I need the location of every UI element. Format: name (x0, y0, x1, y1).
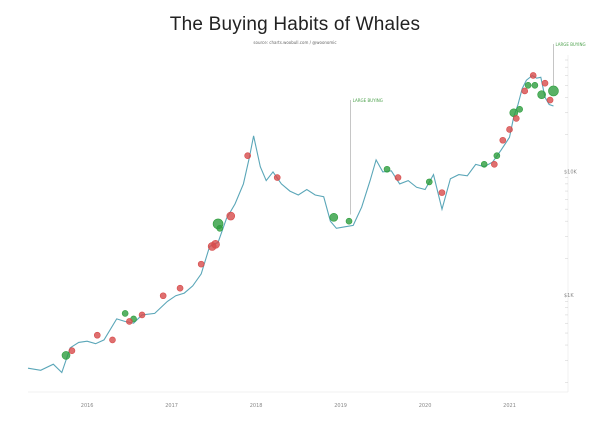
selling-point (226, 211, 236, 221)
selling-point (499, 136, 507, 144)
buying-point (383, 165, 391, 173)
x-axis: 2016 2017 2018 2019 2020 2021 (81, 403, 516, 409)
buying-point (216, 225, 224, 232)
selling-point (176, 284, 184, 292)
price-line (27, 74, 554, 374)
y-tick-label: $10K (564, 169, 578, 175)
selling-point (506, 126, 513, 133)
selling-point (491, 161, 498, 168)
buying-point (531, 81, 539, 89)
x-tick-label: 2019 (334, 403, 347, 409)
buying-point (493, 152, 501, 160)
selling-point (211, 240, 220, 249)
x-tick-label: 2016 (81, 403, 94, 409)
selling-point (529, 72, 537, 79)
selling-point (521, 87, 529, 95)
selling-point (244, 152, 251, 160)
annotations: LARGE BUYING LARGE BUYING (350, 42, 586, 215)
buying-point (121, 310, 129, 317)
x-tick-label: 2020 (419, 403, 432, 409)
selling-point (68, 347, 76, 355)
selling-point (438, 189, 446, 196)
x-tick-label: 2021 (503, 403, 516, 409)
chart-source: source: charts.woobull.com / @woonomic (253, 40, 337, 45)
buying-point (345, 217, 353, 225)
selling-point (394, 174, 402, 181)
selling-point (93, 331, 101, 339)
buying-point (524, 81, 532, 89)
y-tick-label: $1K (564, 293, 574, 299)
selling-point (159, 292, 167, 300)
x-tick-label: 2018 (250, 403, 263, 409)
annotation-label: LARGE BUYING (353, 98, 383, 103)
buying-point (516, 105, 523, 113)
selling-point (273, 174, 281, 181)
buying-point (425, 178, 433, 186)
chart-title: The Buying Habits of Whales (169, 14, 421, 35)
selling-point (546, 96, 554, 104)
whale-points (61, 72, 559, 360)
buying-point (537, 90, 546, 99)
annotation-label: LARGE BUYING (555, 42, 585, 47)
selling-point (541, 79, 549, 87)
y-axis: $10K $1K (564, 59, 578, 383)
selling-point (109, 336, 116, 344)
buying-point (61, 351, 71, 360)
buying-point (480, 161, 488, 168)
x-tick-label: 2017 (165, 403, 178, 409)
buying-point (548, 85, 559, 97)
selling-point (512, 115, 520, 122)
selling-point (197, 260, 205, 268)
buying-point (329, 212, 339, 222)
selling-point (138, 311, 146, 319)
selling-point (126, 318, 133, 325)
